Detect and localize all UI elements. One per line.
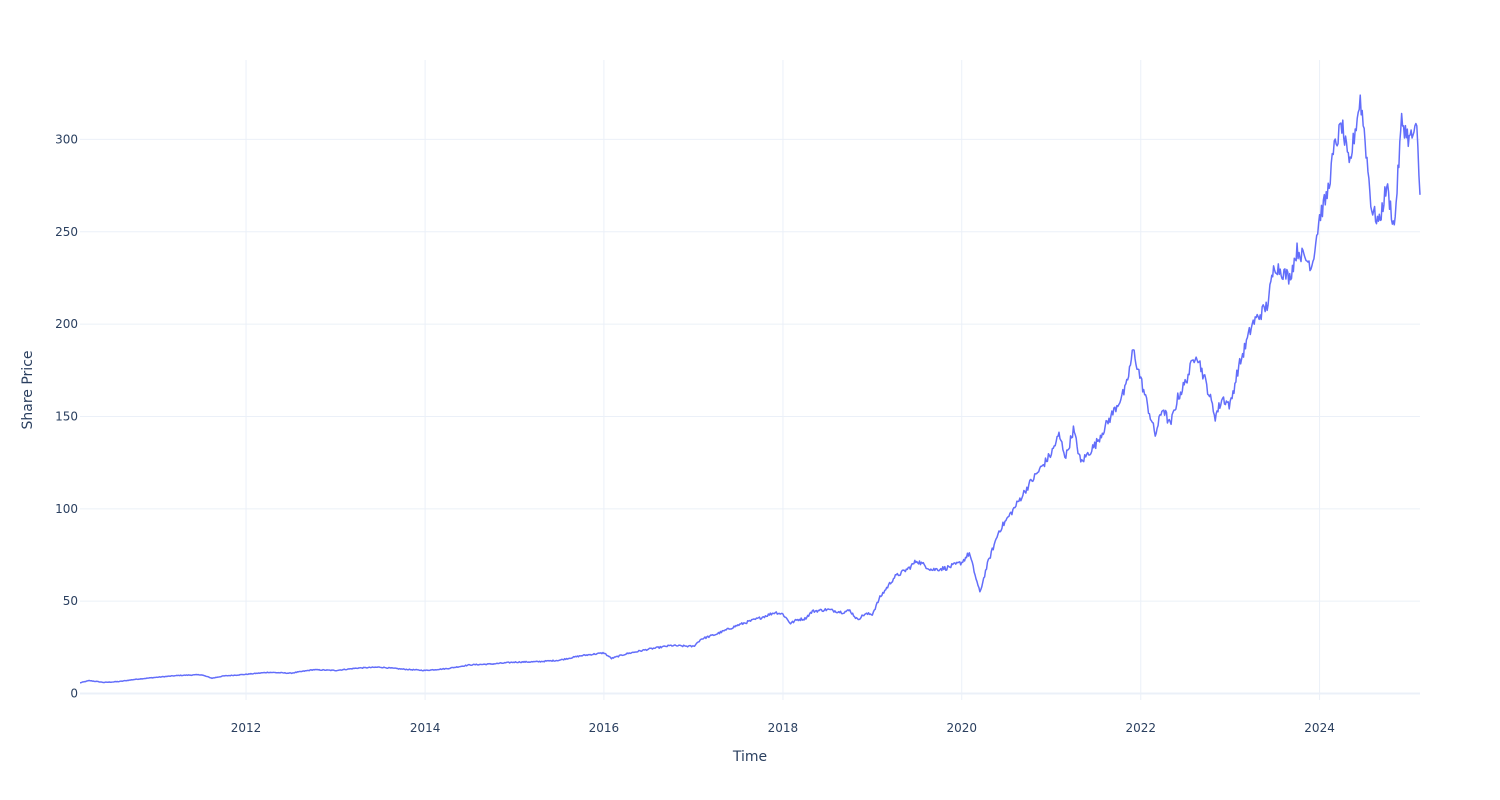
x-tick-label: 2024 <box>1304 721 1335 735</box>
y-tick-label: 50 <box>63 594 78 608</box>
x-gridlines <box>245 60 1321 700</box>
x-tick-label: 2016 <box>589 721 620 735</box>
x-tick-label: 2018 <box>768 721 799 735</box>
y-tick-label: 300 <box>55 132 78 146</box>
y-tick-label: 0 <box>70 687 78 701</box>
y-tick-labels: 0 50 100 150 200 250 300 <box>55 132 78 700</box>
x-tick-labels: 2012 2014 2016 2018 2020 2022 2024 <box>231 721 1335 735</box>
x-tick-label: 2020 <box>946 721 977 735</box>
share-price-series-line <box>79 94 1421 684</box>
x-axis-title: Time <box>732 749 767 765</box>
y-tick-label: 100 <box>55 502 78 516</box>
y-tick-label: 250 <box>55 225 78 239</box>
x-tick-label: 2014 <box>410 721 441 735</box>
x-tick-label: 2012 <box>231 721 262 735</box>
y-axis-title: Share Price <box>20 350 36 429</box>
x-tick-label: 2022 <box>1126 721 1157 735</box>
y-tick-label: 150 <box>55 409 78 423</box>
y-gridlines <box>80 138 1420 695</box>
y-tick-label: 200 <box>55 317 78 331</box>
